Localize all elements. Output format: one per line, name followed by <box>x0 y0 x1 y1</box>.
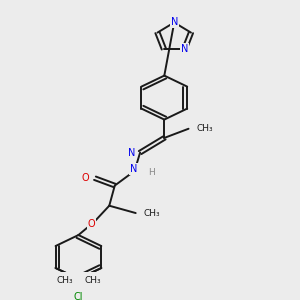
Text: H: H <box>148 168 154 177</box>
Text: CH₃: CH₃ <box>143 208 160 217</box>
Text: O: O <box>82 173 89 183</box>
Text: CH₃: CH₃ <box>56 276 73 285</box>
Text: CH₃: CH₃ <box>84 276 101 285</box>
Text: N: N <box>128 148 136 158</box>
Text: O: O <box>88 219 95 229</box>
Text: N: N <box>170 17 178 28</box>
Text: CH₃: CH₃ <box>196 124 213 133</box>
Text: N: N <box>130 164 137 174</box>
Text: Cl: Cl <box>74 292 83 300</box>
Text: N: N <box>181 44 188 54</box>
